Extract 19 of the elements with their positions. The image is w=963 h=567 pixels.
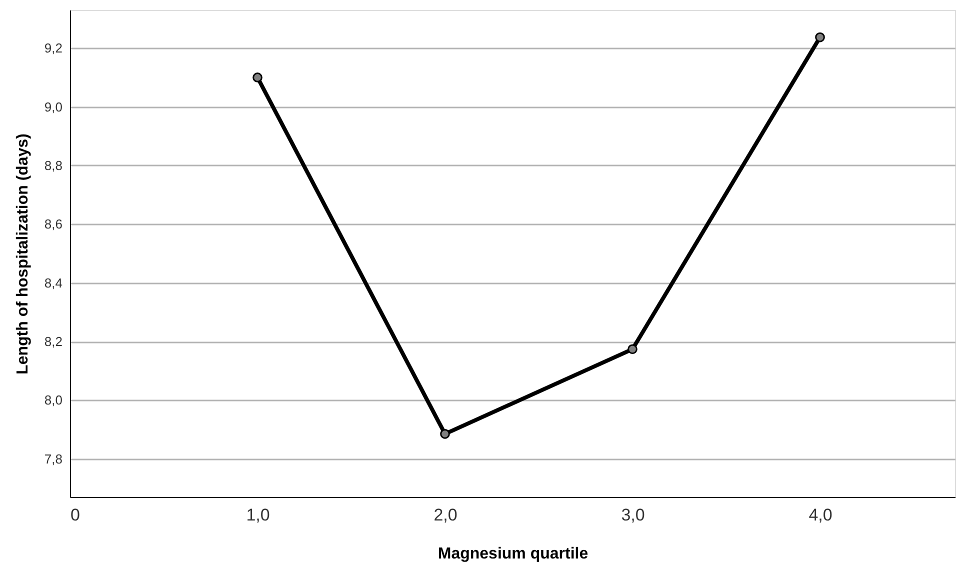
x-tick-label: 0 <box>70 506 80 524</box>
y-tick-label: 8,0 <box>44 392 62 408</box>
y-tick-label: 9,2 <box>44 40 62 56</box>
y-axis-title: Length of hospitalization (days) <box>14 134 32 374</box>
x-tick-label: 3,0 <box>621 506 645 524</box>
y-tick-label: 8,2 <box>44 334 62 350</box>
x-tick-label: 1,0 <box>246 506 270 524</box>
y-tick-label: 9,0 <box>44 99 62 114</box>
point <box>252 72 262 82</box>
point <box>628 344 638 354</box>
point <box>440 429 450 439</box>
y-tick-label: 7,8 <box>44 451 62 466</box>
x-tick-label: 4,0 <box>808 506 832 524</box>
y-tick-label: 8,6 <box>44 216 62 232</box>
y-tick-label: 8,8 <box>44 158 62 173</box>
y-tick-label: 8,4 <box>44 275 62 290</box>
x-axis-title: Magnesium quartile <box>438 546 588 562</box>
point <box>815 32 825 42</box>
x-tick-label: 2,0 <box>434 506 458 524</box>
